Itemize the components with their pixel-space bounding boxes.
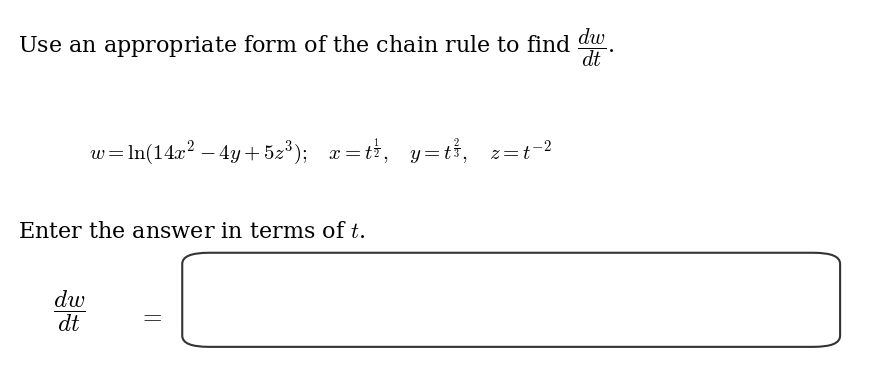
Text: $w = \ln(14x^2 - 4y + 5z^3);\quad x = t^{\frac{1}{2}},\quad y = t^{\frac{2}{3}},: $w = \ln(14x^2 - 4y + 5z^3);\quad x = t^… bbox=[89, 137, 552, 168]
Text: Enter the answer in terms of $t$.: Enter the answer in terms of $t$. bbox=[18, 221, 365, 244]
FancyBboxPatch shape bbox=[182, 253, 840, 347]
Text: Use an appropriate form of the chain rule to find $\dfrac{dw}{dt}$.: Use an appropriate form of the chain rul… bbox=[18, 26, 614, 69]
Text: $=$: $=$ bbox=[138, 304, 162, 327]
Text: $\dfrac{dw}{dt}$: $\dfrac{dw}{dt}$ bbox=[53, 288, 86, 334]
